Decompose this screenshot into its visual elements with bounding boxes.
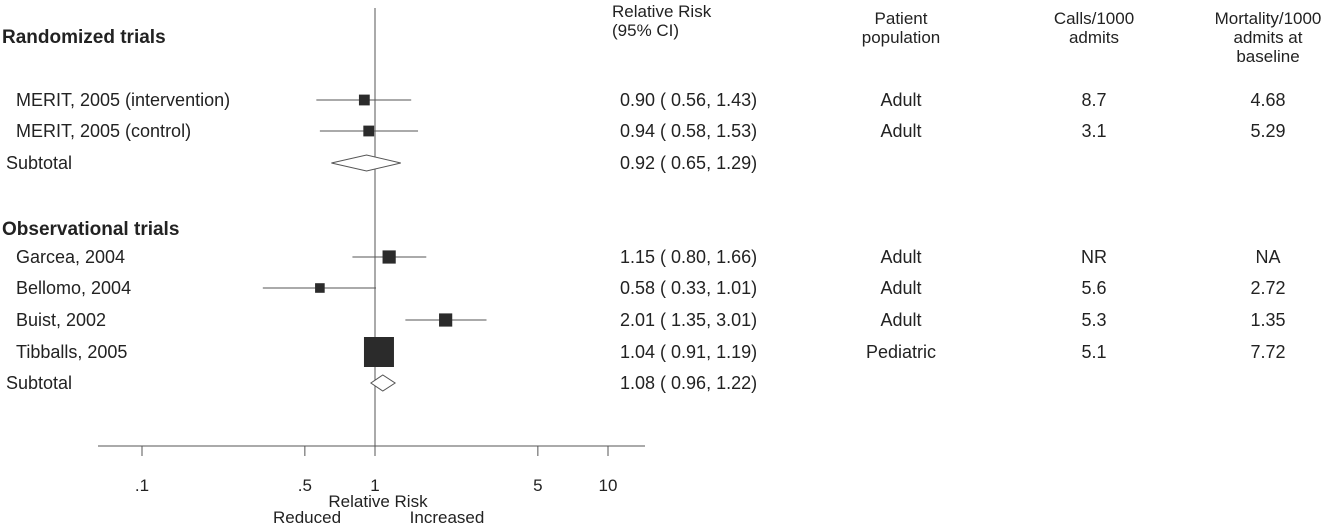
x-tick-label: 10 <box>599 476 618 495</box>
rr-ci-value: 0.90 ( 0.56, 1.43) <box>620 90 758 110</box>
rr-ci-value: 2.01 ( 1.35, 3.01) <box>620 310 758 330</box>
x-axis-label: Relative Risk <box>328 492 428 511</box>
patient-population: Adult <box>880 90 922 110</box>
rr-ci-value: 1.04 ( 0.91, 1.19) <box>620 342 758 362</box>
calls-value: 5.6 <box>1081 278 1107 298</box>
point-estimate-marker <box>382 250 396 264</box>
subtotal-diamond <box>331 154 401 172</box>
point-estimate-marker <box>315 283 325 293</box>
patient-population: Adult <box>880 278 922 298</box>
direction-label-increased: Increased <box>410 508 485 527</box>
mortality-value: NA <box>1255 247 1281 267</box>
subtotal-rr-ci-value: 1.08 ( 0.96, 1.22) <box>620 373 758 393</box>
point-estimate-marker <box>363 337 394 367</box>
x-tick-label: .5 <box>298 476 312 495</box>
calls-value: 3.1 <box>1081 121 1107 141</box>
rr-ci-value: 0.58 ( 0.33, 1.01) <box>620 278 758 298</box>
patient-population: Adult <box>880 121 922 141</box>
study-label: Garcea, 2004 <box>16 247 126 267</box>
rr-ci-value: 1.15 ( 0.80, 1.66) <box>620 247 758 267</box>
subtotal-rr-ci-value: 0.92 ( 0.65, 1.29) <box>620 153 758 173</box>
x-tick-label: .1 <box>135 476 149 495</box>
subtotal-label: Subtotal <box>6 373 73 393</box>
patient-population: Pediatric <box>865 342 937 362</box>
calls-value: 5.1 <box>1081 342 1107 362</box>
header-relative-risk: Relative Risk (95% CI) <box>612 2 712 40</box>
calls-value: 5.3 <box>1081 310 1107 330</box>
point-estimate-marker <box>439 313 453 327</box>
mortality-value: 4.68 <box>1250 90 1286 110</box>
x-tick-label: 5 <box>533 476 542 495</box>
study-label: MERIT, 2005 (control) <box>16 121 192 141</box>
header-calls: Calls/1000 admits <box>1053 9 1135 47</box>
calls-value: NR <box>1081 247 1107 267</box>
subtotal-diamond <box>369 374 397 392</box>
mortality-value: 1.35 <box>1250 310 1286 330</box>
section-title-observational: Observational trials <box>2 219 180 240</box>
calls-value: 8.7 <box>1081 90 1107 110</box>
header-mortality: Mortality/1000 admits at baseline <box>1214 9 1322 66</box>
mortality-value: 5.29 <box>1250 121 1286 141</box>
study-label: MERIT, 2005 (intervention) <box>16 90 231 110</box>
study-label: Bellomo, 2004 <box>16 278 132 298</box>
x-tick-label: 1 <box>370 476 379 495</box>
mortality-value: 2.72 <box>1250 278 1286 298</box>
header-patient-population: Patient population <box>861 9 941 47</box>
point-estimate-marker <box>358 94 370 106</box>
point-estimate-marker <box>363 125 375 137</box>
patient-population: Adult <box>880 247 922 267</box>
section-title-randomized: Randomized trials <box>2 27 166 48</box>
rr-ci-value: 0.94 ( 0.58, 1.53) <box>620 121 758 141</box>
subtotal-label: Subtotal <box>6 153 73 173</box>
study-label: Tibballs, 2005 <box>16 342 128 362</box>
direction-label-reduced: Reduced <box>273 508 341 527</box>
patient-population: Adult <box>880 310 922 330</box>
study-label: Buist, 2002 <box>16 310 107 330</box>
mortality-value: 7.72 <box>1250 342 1286 362</box>
